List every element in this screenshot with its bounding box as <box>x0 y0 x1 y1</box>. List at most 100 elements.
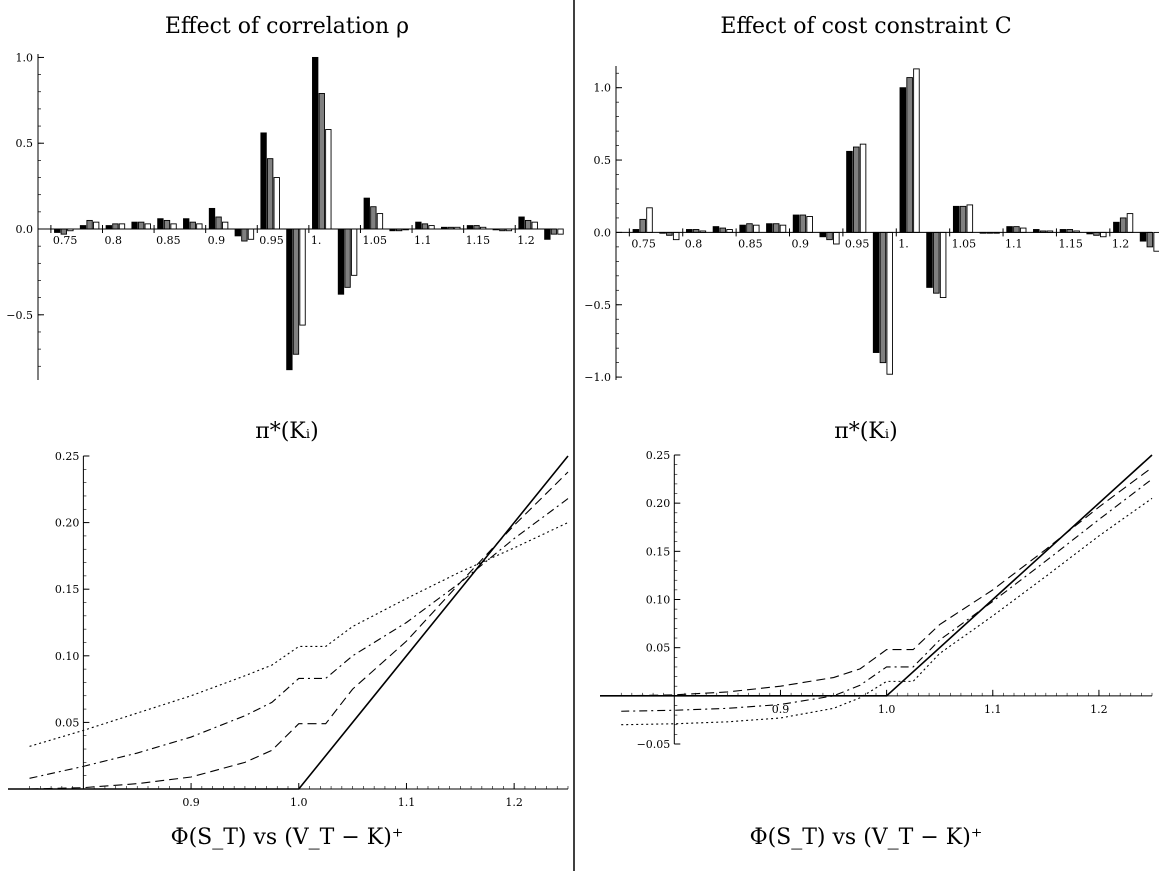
y-tick-label: 0.20 <box>646 497 671 510</box>
bar <box>766 223 773 233</box>
bar <box>215 216 222 230</box>
bar <box>105 225 112 230</box>
bar <box>557 228 564 235</box>
x-tick-label: 1.1 <box>398 796 416 809</box>
x-tick-label: 0.95 <box>259 234 284 247</box>
bar <box>792 214 800 233</box>
y-tick-label: 0.05 <box>646 642 671 655</box>
bar <box>221 221 229 230</box>
bar <box>518 216 525 230</box>
chart-xlabel: π*(Kᵢ) <box>255 419 319 444</box>
bar <box>208 207 216 230</box>
bar <box>1139 231 1147 242</box>
x-tick-label: 0.75 <box>631 237 656 250</box>
bar <box>144 223 151 230</box>
x-tick-label: 1. <box>898 237 909 250</box>
bar <box>544 228 551 240</box>
series-line <box>600 454 1153 697</box>
x-tick-label: 1. <box>311 234 322 247</box>
y-tick-label: 0.0 <box>594 226 612 239</box>
y-tick-label: 0.10 <box>646 594 671 607</box>
bar <box>966 204 974 233</box>
bar <box>344 228 351 288</box>
bar <box>1100 231 1107 238</box>
bar <box>672 231 680 241</box>
bar <box>157 218 164 230</box>
x-tick-label: 1.2 <box>1090 703 1108 716</box>
chart-title: Effect of correlation ρ <box>165 14 409 39</box>
bar <box>183 218 190 230</box>
bar <box>337 228 345 295</box>
x-tick-label: 0.9 <box>208 234 226 247</box>
bar <box>846 150 853 233</box>
bar <box>926 231 933 288</box>
x-tick-label: 0.9 <box>182 796 200 809</box>
bar <box>286 228 293 371</box>
bar <box>273 177 280 230</box>
bar <box>524 219 532 230</box>
bar <box>952 205 960 233</box>
series-line <box>621 497 1153 726</box>
bar <box>234 228 241 237</box>
bar <box>260 132 267 230</box>
bar <box>86 219 93 230</box>
bar <box>247 228 255 240</box>
bar <box>833 231 840 245</box>
y-tick-label: 0.5 <box>594 154 612 167</box>
x-tick-label: 1.15 <box>1058 237 1083 250</box>
bar <box>1013 226 1020 233</box>
bar <box>292 228 300 355</box>
x-tick-label: 1.2 <box>517 234 535 247</box>
x-tick-label: 1.1 <box>984 703 1002 716</box>
bar <box>852 146 860 233</box>
y-tick-label: −0.5 <box>584 299 611 312</box>
bar <box>428 225 435 230</box>
bar <box>959 205 967 233</box>
chart-xlabel: Φ(S_T) vs (V_T − K)⁺ <box>750 825 983 850</box>
bar <box>93 221 100 230</box>
x-tick-label: 1.15 <box>466 234 491 247</box>
chart-xlabel: π*(Kᵢ) <box>834 419 898 444</box>
chart-title: Effect of cost constraint C <box>720 14 1011 39</box>
bar <box>189 221 196 230</box>
bar <box>779 224 787 233</box>
bar <box>772 223 780 233</box>
x-tick-label: 1.0 <box>878 703 896 716</box>
bar <box>899 87 907 233</box>
bar <box>163 219 171 230</box>
bar <box>826 231 833 241</box>
y-tick-label: 0.20 <box>55 517 80 530</box>
bar <box>350 228 358 276</box>
bar <box>1006 226 1013 233</box>
bar <box>1126 213 1134 233</box>
x-tick-label: 0.9 <box>792 237 810 250</box>
series-line <box>29 498 569 779</box>
bar <box>138 221 145 230</box>
bar <box>170 223 177 230</box>
bar <box>466 225 474 230</box>
bar <box>79 225 87 230</box>
x-tick-label: 1.2 <box>505 796 523 809</box>
bar <box>712 226 720 233</box>
bar <box>325 129 332 230</box>
bar <box>267 158 274 230</box>
bar <box>241 228 248 242</box>
series-line <box>8 455 569 790</box>
x-tick-label: 1.1 <box>414 234 432 247</box>
bar <box>819 231 827 238</box>
x-tick-label: 0.85 <box>738 237 763 250</box>
bar <box>1119 217 1127 233</box>
bar <box>363 197 370 230</box>
bar <box>1019 227 1027 233</box>
bar <box>112 223 119 230</box>
bar <box>872 231 880 353</box>
bar <box>799 214 807 233</box>
bar <box>531 221 538 230</box>
bar <box>415 221 422 230</box>
series-line <box>29 471 569 790</box>
y-tick-label: −0.05 <box>637 738 671 751</box>
bar <box>886 231 894 375</box>
bar <box>312 56 319 230</box>
bar <box>54 228 61 233</box>
bar <box>318 93 325 230</box>
